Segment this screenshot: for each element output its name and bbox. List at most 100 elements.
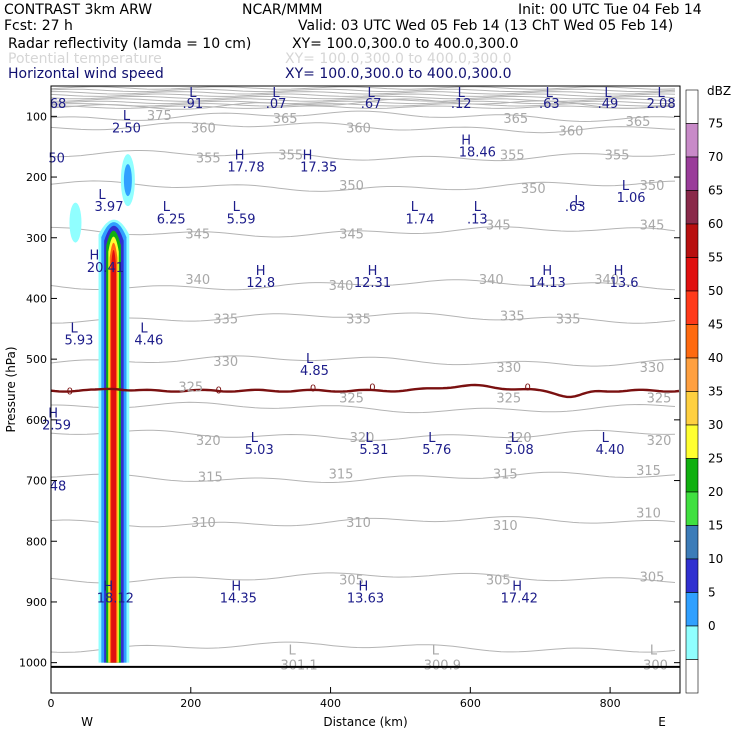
wind-label: .63: [539, 97, 560, 112]
theta-contour-upper: [50, 98, 676, 102]
colorbar-swatch: [685, 592, 699, 627]
wind-label: H: [89, 249, 99, 264]
theta-contour-340: [50, 279, 676, 291]
theta-contour-355: [50, 150, 676, 162]
theta-contour-upper: [50, 95, 676, 100]
zero-contour-label: 0: [310, 384, 316, 395]
y-tick-label: 1000: [19, 657, 47, 670]
colorbar-swatch: [685, 257, 699, 292]
theta-label: 365: [273, 112, 298, 127]
theta-label: 315: [329, 467, 354, 482]
wind-label: .07: [266, 97, 287, 112]
forecast-hour: Fcst: 27 h: [4, 18, 73, 34]
theta-label: 365: [626, 115, 651, 130]
wind-label: .67: [361, 97, 382, 112]
theta-contour-upper: [50, 105, 676, 109]
wind-label: H: [368, 264, 378, 279]
wind-label: 5.76: [422, 443, 451, 458]
wind-label: 1.74: [406, 212, 435, 227]
colorbar-level: 15: [708, 519, 723, 533]
wind-label: 5.31: [359, 443, 388, 458]
theta-contour-upper: [50, 93, 676, 97]
wind-label: 5.08: [505, 443, 534, 458]
colorbar-level: 55: [708, 251, 723, 265]
wind-label: .91: [183, 97, 204, 112]
theta-label: 355: [278, 149, 303, 164]
wind-label: 17.35: [300, 161, 337, 176]
wind-labels: 68L.91L.07L.67L.12L.63L.49L2.08L2.50H18.…: [42, 86, 675, 607]
theta-label: 335: [556, 312, 581, 327]
theta-label: 310: [346, 516, 371, 531]
theta-contour-305: [50, 572, 676, 584]
wind-label: L: [306, 352, 314, 367]
colorbar-swatch: [685, 558, 699, 593]
wind-label: 12.31: [354, 276, 391, 291]
theta-label: 325: [496, 391, 521, 406]
wind-label: 2.59: [42, 419, 71, 434]
theta-label: 345: [486, 218, 511, 233]
wind-label: L: [70, 322, 78, 337]
wind-label: .49: [598, 97, 619, 112]
model-title: CONTRAST 3km ARW: [4, 2, 153, 18]
wind-label: 12.8: [246, 276, 275, 291]
theta-label: 360: [346, 121, 371, 136]
wind-label: 14.35: [220, 592, 257, 607]
colorbar-level: 65: [708, 184, 723, 198]
wind-label: 1.06: [617, 191, 646, 206]
institution-label: NCAR/MMM: [242, 2, 323, 18]
wind-label: 2.08: [647, 97, 676, 112]
colorbar-swatch: [685, 391, 699, 426]
colorbar-level: 0: [708, 619, 716, 633]
y-tick-label: 300: [26, 232, 47, 245]
wind-label: H: [512, 580, 522, 595]
reflectivity-blob: [123, 164, 132, 197]
wind-label: L: [411, 200, 419, 215]
wind-label: L: [233, 200, 241, 215]
theta-contours: [50, 86, 676, 653]
zero-contour-line: [50, 383, 680, 399]
zero-contour: 0 0 0 0 0: [50, 382, 680, 399]
wind-label: H: [542, 264, 552, 279]
wind-label: 13.63: [347, 592, 384, 607]
wind-label: L: [98, 188, 106, 203]
theta-contour-300: [50, 641, 676, 653]
y-tick-label: 200: [26, 171, 47, 184]
wind-label: H: [235, 149, 245, 164]
y-tick-label: 700: [26, 475, 47, 488]
theta-label: 325: [647, 391, 672, 406]
colorbar-swatch: [685, 156, 699, 191]
field1-name: Radar reflectivity (lamda = 10 cm): [8, 36, 252, 52]
theta-label: 345: [640, 218, 665, 233]
colorbar-level: 5: [708, 586, 716, 600]
wind-label: 6.25: [157, 212, 186, 227]
field3-name: Horizontal wind speed: [8, 66, 164, 82]
wind-label: 4.85: [300, 364, 329, 379]
x-tick-label: 800: [600, 697, 621, 710]
wind-label: 50: [48, 152, 65, 167]
colorbar-level: 25: [708, 452, 723, 466]
theta-contour-310: [50, 516, 676, 528]
colorbar-swatch: [685, 458, 699, 493]
wind-label: 20.41: [87, 261, 124, 276]
wind-label: L: [658, 86, 666, 101]
colorbar-unit: dBZ: [707, 84, 731, 98]
theta-contour-335: [51, 312, 676, 324]
theta-label: 320: [350, 431, 375, 446]
y-tick-label: 400: [26, 292, 47, 305]
theta-label: 325: [339, 391, 364, 406]
theta-label: 315: [493, 467, 518, 482]
theta-label: 340: [329, 279, 354, 294]
theta-contour-360: [50, 122, 676, 134]
colorbar-level: 50: [708, 284, 723, 298]
reflectivity-shade: [111, 250, 116, 663]
wind-label: L: [272, 86, 280, 101]
wind-label: 5.93: [64, 334, 93, 349]
theta-contour-upper: [51, 91, 676, 95]
theta-label: L: [650, 643, 658, 658]
wind-label: L: [604, 86, 612, 101]
wind-label: H: [303, 149, 313, 164]
wind-label: 5.03: [245, 443, 274, 458]
